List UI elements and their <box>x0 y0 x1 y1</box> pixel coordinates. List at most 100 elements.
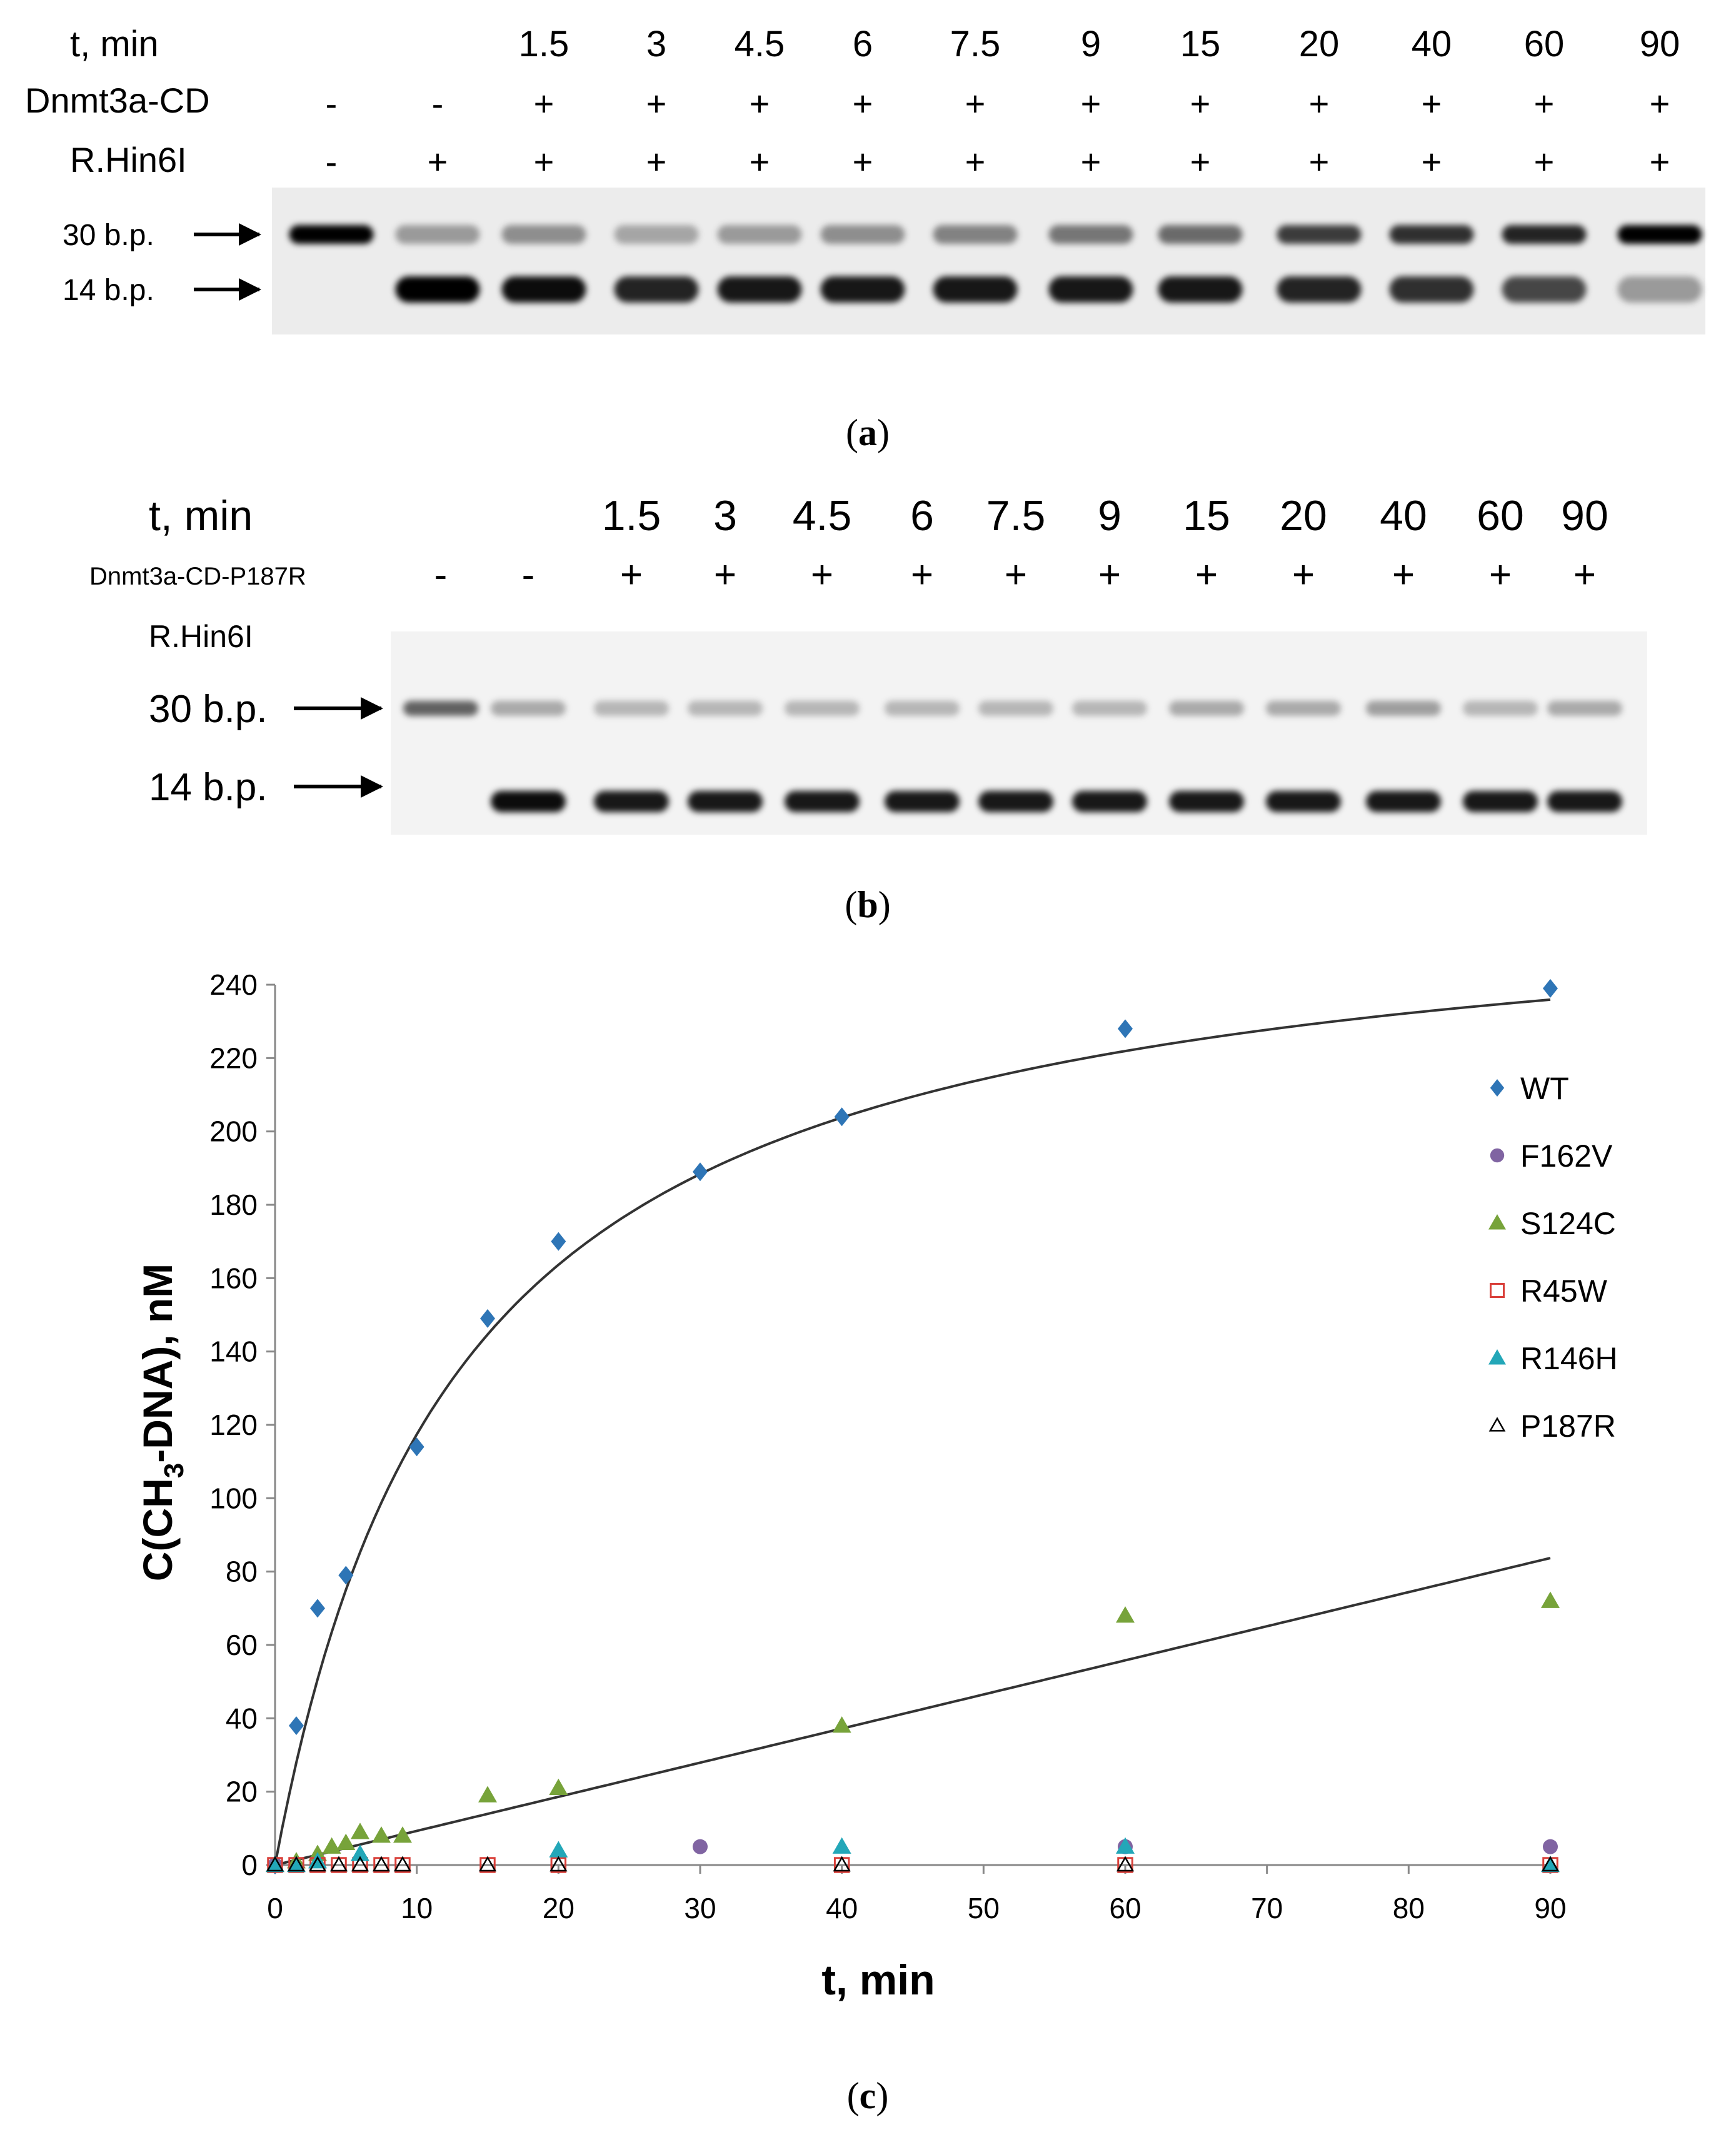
data-point-wt <box>834 1107 850 1127</box>
time-point-label: 90 <box>1640 24 1680 64</box>
enzyme-sign: + <box>1489 553 1512 596</box>
time-point-label: 6 <box>853 24 873 64</box>
enzyme-signs: - - + + + + + + + + + + + <box>434 553 1596 596</box>
gel-band-30bp <box>1463 701 1538 716</box>
enzyme-sign: + <box>911 553 933 596</box>
data-point-s124c <box>478 1786 497 1803</box>
enzyme-sign: + <box>620 553 643 596</box>
time-point-label: 15 <box>1183 492 1230 540</box>
y-tick-label: 240 <box>209 968 258 1001</box>
gel-band-30bp <box>1266 701 1341 716</box>
data-point-f162v <box>1543 1839 1558 1854</box>
time-point-label: 7.5 <box>950 24 1001 64</box>
y-tick-label: 100 <box>209 1482 258 1514</box>
restrictase-sign: + <box>1309 142 1330 181</box>
data-point-p187r <box>833 1856 851 1872</box>
gel-band-30bp <box>1169 701 1244 716</box>
restrictase-sign: + <box>534 142 554 181</box>
panel-b-caption: (b) <box>845 884 890 925</box>
series-wt <box>268 978 1558 1874</box>
gel-band-30bp <box>885 701 960 716</box>
data-point-r146h <box>266 1856 284 1873</box>
panel-c-caption: (c) <box>847 2075 889 2116</box>
enzyme-sign: + <box>853 84 873 123</box>
x-tick-label: 10 <box>401 1892 433 1924</box>
time-point-label: 20 <box>1299 24 1340 64</box>
gel-band-14bp <box>1547 791 1622 812</box>
time-point-label: 3 <box>646 24 666 64</box>
panel-b: t, min Dnmt3a-CD-P187R R.Hin6I 1.5 3 4.5 6 7… <box>89 492 1647 925</box>
y-tick-label: 140 <box>209 1335 258 1368</box>
gel-band-30bp <box>820 225 905 244</box>
gel-band-30bp <box>1277 225 1362 244</box>
fit-curve <box>274 998 1551 1866</box>
enzyme-sign: + <box>1195 553 1218 596</box>
time-point-label: 60 <box>1477 492 1524 540</box>
restrictase-sign: + <box>646 142 667 181</box>
y-tick-label: 60 <box>226 1629 258 1661</box>
data-point-wt <box>1543 978 1558 998</box>
band-label-14bp: 14 b.p. <box>63 274 154 307</box>
time-point-label: 1.5 <box>519 24 569 64</box>
gel-band-30bp <box>289 225 374 244</box>
gel-band-14bp <box>1502 276 1587 303</box>
legend-label-wt: WT <box>1520 1071 1569 1106</box>
enzyme-sign: + <box>811 553 833 596</box>
data-point-wt <box>409 1437 424 1457</box>
x-tick-label: 90 <box>1534 1892 1566 1924</box>
gel-image <box>391 631 1647 835</box>
gel-band-14bp <box>395 276 480 303</box>
enzyme-sign: + <box>1422 84 1442 123</box>
data-point-r146h <box>287 1856 306 1873</box>
enzyme-sign: - <box>432 84 444 123</box>
fit-curve <box>274 1557 1551 1866</box>
time-point-label: 20 <box>1280 492 1327 540</box>
enzyme-sign: + <box>714 553 736 596</box>
legend-marker-r45w <box>1490 1283 1505 1298</box>
row-label-restrictase: R.Hin6I <box>70 140 187 179</box>
data-point-p187r <box>266 1856 284 1872</box>
gel-band-30bp <box>785 701 860 716</box>
enzyme-sign: + <box>1650 84 1670 123</box>
data-point-p187r <box>351 1856 369 1872</box>
gel-band-14bp <box>1463 791 1538 812</box>
row-label-time: t, min <box>149 492 253 540</box>
gel-band-14bp <box>1158 276 1243 303</box>
restrictase-sign: + <box>750 142 770 181</box>
gel-band-30bp <box>501 225 586 244</box>
gel-band-30bp <box>1502 225 1587 244</box>
legend-marker-s124c <box>1488 1214 1506 1230</box>
enzyme-sign: + <box>1098 553 1121 596</box>
time-point-label: 40 <box>1380 492 1427 540</box>
legend-label-r146h: R146H <box>1520 1341 1618 1376</box>
data-point-p187r <box>1116 1856 1135 1872</box>
data-point-s124c <box>393 1826 412 1843</box>
data-point-r146h <box>351 1844 369 1861</box>
gel-band-14bp <box>978 791 1053 812</box>
data-point-wt <box>338 1566 354 1585</box>
enzyme-sign: - <box>326 84 338 123</box>
band-label-14bp: 14 b.p. <box>149 766 268 809</box>
gel-band-30bp <box>1366 701 1441 716</box>
enzyme-sign: + <box>1081 84 1101 123</box>
gel-band-14bp <box>885 791 960 812</box>
panel-a-caption: (a) <box>846 412 890 453</box>
panel-a: t, min Dnmt3a-CD R.Hin6I 1.5 3 4.5 6 7.5 9 15 2… <box>25 24 1705 453</box>
data-point-wt <box>693 1162 708 1182</box>
data-point-p187r <box>393 1856 412 1872</box>
gel-band-30bp <box>1048 225 1133 244</box>
data-point-s124c <box>336 1833 356 1851</box>
y-tick-label: 40 <box>226 1702 258 1734</box>
legend-label-r45w: R45W <box>1520 1274 1608 1309</box>
data-point-s124c <box>1541 1591 1560 1608</box>
band-label-30bp: 30 b.p. <box>149 688 268 731</box>
time-point-labels: 1.5 3 4.5 6 7.5 9 15 20 40 60 90 <box>602 492 1608 540</box>
y-tick-label: 200 <box>209 1115 258 1148</box>
data-point-wt <box>551 1232 566 1251</box>
time-point-label: 1.5 <box>602 492 661 540</box>
enzyme-sign: - <box>434 553 448 596</box>
x-tick-label: 30 <box>684 1892 716 1924</box>
restrictase-sign: - <box>326 142 338 181</box>
y-axis-label: C(CH3-DNA), nM <box>134 1264 189 1581</box>
x-tick-label: 20 <box>543 1892 574 1924</box>
